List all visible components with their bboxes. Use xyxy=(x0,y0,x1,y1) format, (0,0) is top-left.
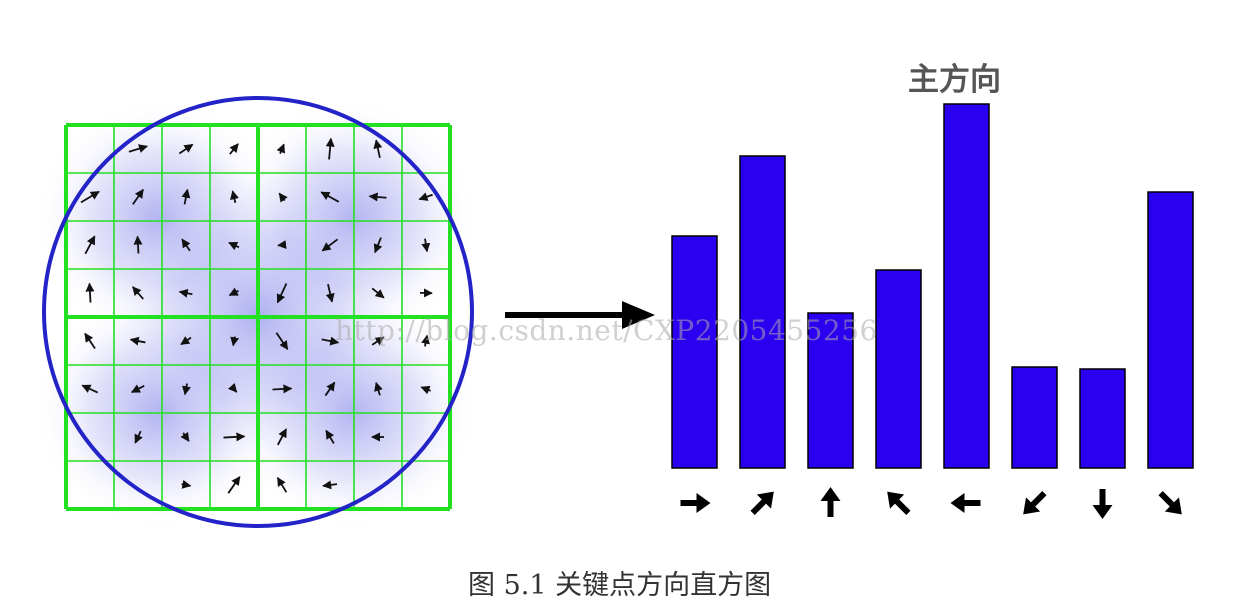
gradient-arrow xyxy=(132,188,144,205)
gradient-arrow xyxy=(130,384,145,393)
gradient-arrow xyxy=(373,139,383,158)
down-arrow-icon xyxy=(1092,489,1113,519)
down-right-arrow-icon xyxy=(1158,490,1182,515)
gaussian-window-circle xyxy=(42,96,474,528)
gradient-arrow xyxy=(320,191,340,203)
gradient-arrow xyxy=(228,287,239,297)
gradient-arrow xyxy=(132,286,144,300)
up-arrow-icon xyxy=(820,487,841,517)
gradient-arrow xyxy=(421,334,430,347)
gradient-magnitude-shading xyxy=(35,100,477,530)
gradient-arrow xyxy=(321,336,340,346)
gradient-arrow xyxy=(322,480,338,490)
gradient-arrow xyxy=(182,383,191,396)
gradient-arrow xyxy=(276,143,286,154)
gradient-arrow xyxy=(325,137,335,160)
gradient-arrow xyxy=(421,238,431,253)
gradient-arrows xyxy=(80,137,433,494)
gradient-arrow xyxy=(134,430,143,444)
gradient-arrow xyxy=(420,385,431,395)
gradient-arrow xyxy=(374,381,383,396)
gradient-arrow xyxy=(84,332,96,349)
gradient-arrow xyxy=(227,382,238,393)
gradient-arrow xyxy=(325,429,335,444)
histogram-bar-up-right xyxy=(739,155,786,469)
gradient-arrow xyxy=(180,431,190,442)
histogram-bar-down-right xyxy=(1147,191,1194,469)
gradient-arrow xyxy=(275,332,289,351)
flow-arrow xyxy=(505,301,655,329)
gradient-arrow xyxy=(228,241,240,251)
gradient-arrow xyxy=(373,237,383,254)
gradient-arrow xyxy=(80,190,100,204)
up-right-arrow-icon xyxy=(750,491,774,516)
gradient-arrow xyxy=(230,190,239,204)
gradient-arrow xyxy=(223,432,246,442)
down-left-arrow-icon xyxy=(1023,490,1047,515)
gradient-arrow xyxy=(181,238,191,252)
gradient-window-diagram xyxy=(35,96,477,530)
gradient-arrow xyxy=(230,336,240,347)
gradient-arrow xyxy=(133,235,143,254)
histogram-bar-up xyxy=(807,312,854,469)
histogram-bar-down xyxy=(1079,368,1126,469)
gradient-arrow xyxy=(129,336,146,346)
gradient-arrow xyxy=(276,283,288,304)
figure-caption: 图 5.1 关键点方向直方图 xyxy=(468,570,772,601)
gradient-arrow xyxy=(278,192,288,203)
histogram-bar-left xyxy=(943,103,990,469)
gradient-arrow xyxy=(84,235,96,255)
gradient-arrow xyxy=(181,188,191,205)
right-arrow-icon xyxy=(680,493,711,513)
gradient-arrow xyxy=(371,287,385,299)
gradient-arrow xyxy=(277,240,287,250)
histogram-bar-right xyxy=(671,235,718,469)
gradient-arrow xyxy=(180,336,192,346)
gradient-arrow xyxy=(418,192,433,201)
gradient-arrow xyxy=(85,282,95,303)
up-left-arrow-icon xyxy=(887,491,911,516)
gradient-arrow xyxy=(276,476,288,493)
gradient-arrow xyxy=(178,288,193,298)
left-arrow-icon xyxy=(950,493,981,513)
orientation-histogram xyxy=(671,103,1194,519)
sampling-grid xyxy=(64,123,452,511)
gradient-arrow xyxy=(324,381,336,397)
gradient-arrow xyxy=(81,384,99,394)
gradient-arrow xyxy=(371,336,385,346)
histogram-bar-down-left xyxy=(1011,366,1058,469)
gradient-arrow xyxy=(321,238,339,252)
gradient-arrow xyxy=(227,476,241,494)
watermark-url: http://blog.csdn.net/CXP2205455256 xyxy=(335,314,878,347)
gradient-arrow xyxy=(276,428,288,446)
gradient-arrow xyxy=(178,143,194,155)
gradient-arrow xyxy=(368,192,387,202)
gradient-arrow xyxy=(181,479,192,489)
gradient-arrow xyxy=(272,384,293,394)
histogram-bar-up-left xyxy=(875,269,922,469)
gradient-arrow xyxy=(229,143,239,155)
gradient-arrow xyxy=(325,284,335,303)
peak-direction-label: 主方向 xyxy=(908,62,1001,98)
gradient-arrow xyxy=(128,144,148,153)
